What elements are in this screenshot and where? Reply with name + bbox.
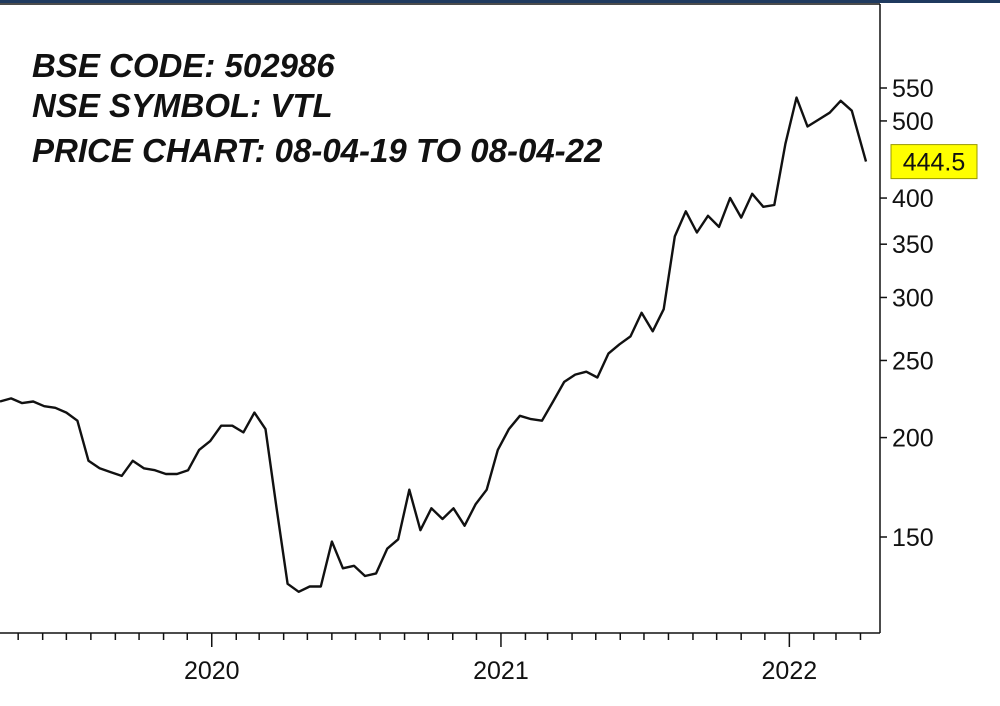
- y-tick-label: 200: [892, 425, 934, 453]
- y-tick-label: 400: [892, 185, 934, 213]
- last-price-badge: 444.5: [890, 144, 978, 180]
- y-tick-label: 350: [892, 231, 934, 259]
- y-tick-label: 300: [892, 284, 934, 312]
- x-axis-ticks: 2020 2021 2022: [17, 633, 862, 685]
- title-line-nse: NSE SYMBOL: VTL: [32, 87, 333, 124]
- y-axis-ticks: 150 200 250 300 350 400 500 550: [880, 75, 934, 552]
- title-line-period: PRICE CHART: 08-04-19 TO 08-04-22: [32, 132, 603, 169]
- y-tick-label: 500: [892, 108, 934, 136]
- chart-title-block: BSE CODE: 502986 NSE SYMBOL: VTL PRICE C…: [32, 47, 603, 169]
- y-tick-label: 250: [892, 347, 934, 375]
- y-tick-label: 150: [892, 524, 934, 552]
- x-tick-label: 2020: [184, 657, 240, 685]
- last-price-value: 444.5: [903, 149, 966, 177]
- price-series-line: [0, 96, 868, 593]
- last-price-badge-bg: [890, 144, 978, 180]
- x-tick-label: 2021: [473, 657, 529, 685]
- y-tick-label: 550: [892, 75, 934, 103]
- title-line-bse: BSE CODE: 502986: [32, 47, 335, 84]
- x-tick-label: 2022: [762, 657, 818, 685]
